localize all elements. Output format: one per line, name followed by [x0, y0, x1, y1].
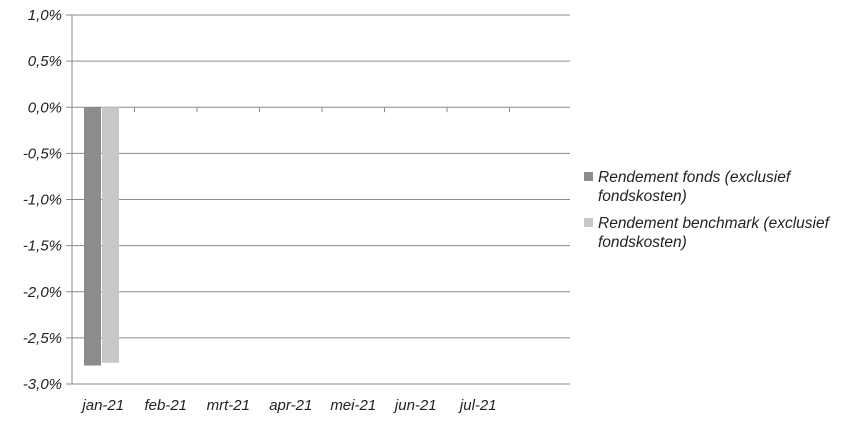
- y-tick-label: -0,5%: [23, 145, 62, 162]
- legend-label: Rendement benchmark (exclusief fondskost…: [598, 215, 829, 251]
- x-tick-label: jan-21: [80, 397, 124, 414]
- x-tick-label: jun-21: [393, 397, 437, 414]
- y-tick-label: 0,0%: [28, 99, 62, 116]
- x-tick-label: apr-21: [269, 397, 312, 414]
- bar-fonds: [84, 107, 101, 366]
- x-tick-label: feb-21: [144, 397, 187, 414]
- bar-benchmark: [102, 107, 119, 363]
- legend-item: Rendement fonds (exclusief fondskosten): [584, 168, 856, 206]
- y-tick-label: 1,0%: [28, 7, 62, 24]
- legend-label: Rendement fonds (exclusief fondskosten): [598, 169, 791, 205]
- y-tick-label: 0,5%: [28, 53, 62, 70]
- legend-swatch: [584, 218, 593, 227]
- y-tick-label: -2,0%: [23, 284, 62, 301]
- legend-swatch: [584, 172, 593, 181]
- legend: Rendement fonds (exclusief fondskosten) R…: [584, 168, 856, 260]
- x-tick-label: mei-21: [330, 397, 376, 414]
- y-tick-label: -2,5%: [23, 330, 62, 347]
- x-tick-label: jul-21: [458, 397, 497, 414]
- y-tick-label: -1,0%: [23, 192, 62, 209]
- y-tick-label: -3,0%: [23, 376, 62, 393]
- y-tick-label: -1,5%: [23, 238, 62, 255]
- legend-item: Rendement benchmark (exclusief fondskost…: [584, 214, 856, 252]
- x-tick-label: mrt-21: [207, 397, 250, 414]
